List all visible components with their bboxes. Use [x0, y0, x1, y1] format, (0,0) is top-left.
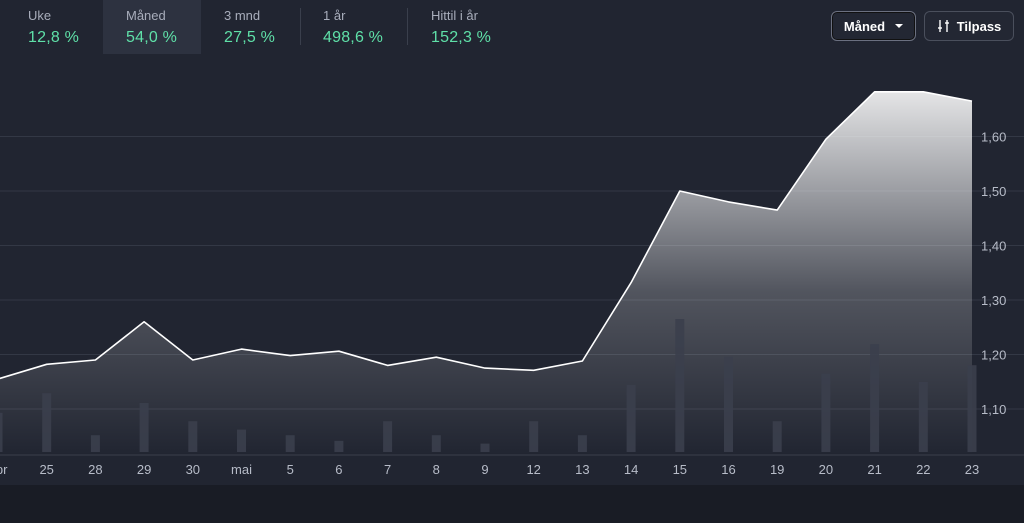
stat-week-label: Uke — [28, 8, 52, 23]
price-chart: 1,10 1,20 1,30 1,40 1,50 1,60 apr 25 28 29 30 mai 5… — [0, 91, 1024, 477]
volume-bar — [724, 356, 733, 452]
volume-bar — [918, 382, 928, 452]
volume-bar — [90, 435, 100, 452]
volume-bar — [139, 403, 149, 452]
stat-week[interactable]: Uke 12,8 % — [0, 0, 103, 54]
x-tick-label: 7 — [384, 462, 391, 477]
stat-3-months-value: 27,5 % — [224, 29, 276, 46]
stat-ytd-value: 152,3 % — [431, 29, 492, 46]
x-tick-label: 29 — [137, 462, 151, 477]
stat-month-label: Måned — [126, 8, 166, 23]
volume-bar — [821, 373, 831, 452]
x-tick-label: 9 — [481, 462, 488, 477]
stat-ytd[interactable]: Hittil i år 152,3 % — [408, 0, 518, 54]
volume-bar — [383, 421, 393, 452]
x-tick-label: 20 — [819, 462, 833, 477]
stat-week-value: 12,8 % — [28, 29, 80, 46]
volume-bar — [285, 435, 295, 452]
customize-button[interactable]: Tilpass — [924, 11, 1014, 41]
x-tick-label: 13 — [575, 462, 589, 477]
volume-bar — [626, 384, 636, 452]
volume-bar — [431, 435, 441, 452]
volume-bar — [0, 412, 3, 452]
stats-divider — [407, 8, 408, 45]
x-tick-label: 23 — [965, 462, 979, 477]
x-tick-label: 30 — [186, 462, 200, 477]
x-tick-label: 12 — [526, 462, 540, 477]
x-tick-label: 16 — [721, 462, 735, 477]
stat-3-months-label: 3 mnd — [224, 8, 261, 23]
y-tick-label: 1,60 — [981, 130, 1006, 145]
sliders-icon — [937, 20, 949, 32]
volume-bar — [529, 421, 539, 452]
y-tick-label: 1,20 — [981, 348, 1006, 363]
stat-ytd-label: Hittil i år — [431, 8, 478, 23]
volume-bar — [967, 365, 977, 452]
x-tick-label: 19 — [770, 462, 784, 477]
volume-bar — [772, 421, 782, 452]
return-stats-bar: Uke 12,8 % Måned 54,0 % 3 mnd 27,5 % 1 å… — [0, 0, 518, 54]
x-tick-label: 28 — [88, 462, 102, 477]
y-tick-label: 1,10 — [981, 402, 1006, 417]
x-tick-label: mai — [231, 462, 252, 477]
caret-down-icon — [895, 24, 904, 28]
volume-bar — [42, 393, 52, 452]
x-tick-label: 5 — [287, 462, 294, 477]
customize-label: Tilpass — [956, 18, 1002, 34]
stat-3-months[interactable]: 3 mnd 27,5 % — [201, 0, 300, 54]
x-tick-label: 8 — [433, 462, 440, 477]
y-tick-label: 1,30 — [981, 293, 1006, 308]
volume-bar — [334, 440, 344, 452]
y-tick-label: 1,40 — [981, 239, 1006, 254]
x-tick-label: 22 — [916, 462, 930, 477]
x-tick-label: 15 — [673, 462, 687, 477]
period-dropdown-button[interactable]: Måned — [831, 11, 916, 41]
stats-divider — [300, 8, 301, 45]
y-tick-label: 1,50 — [981, 184, 1006, 199]
volume-bar — [480, 443, 490, 452]
stat-month-value: 54,0 % — [126, 29, 178, 46]
volume-bar — [237, 429, 246, 452]
period-dropdown-label: Måned — [843, 18, 886, 34]
volume-bar — [188, 421, 198, 452]
stat-1-year-value: 498,6 % — [323, 29, 384, 46]
stat-1-year[interactable]: 1 år 498,6 % — [300, 0, 408, 54]
x-tick-label: 14 — [624, 462, 638, 477]
price-line — [0, 91, 973, 380]
stat-1-year-label: 1 år — [323, 8, 346, 23]
volume-bar — [675, 319, 685, 452]
stat-month[interactable]: Måned 54,0 % — [103, 0, 201, 54]
volume-bar — [870, 344, 880, 452]
x-tick-label: 21 — [867, 462, 881, 477]
x-tick-label: 6 — [335, 462, 342, 477]
footer-band — [0, 485, 1024, 523]
volume-bar — [577, 435, 587, 452]
x-tick-label: 25 — [39, 462, 53, 477]
x-tick-label: apr — [0, 462, 8, 477]
